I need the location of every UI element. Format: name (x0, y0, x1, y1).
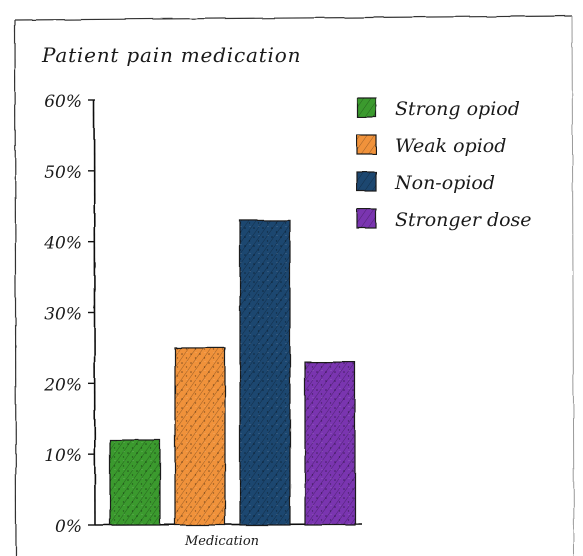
chart-frame (14, 15, 575, 556)
legend-item: Strong opiod (356, 97, 520, 120)
legend-label: Strong opiod (395, 98, 520, 120)
bar-speckle (305, 362, 355, 525)
legend-item: Stronger dose (356, 208, 532, 231)
y-tick-label: 20% (43, 375, 82, 395)
legend: Strong opiod Weak opiod Non-opiod Stronger … (356, 97, 532, 231)
legend-item: Non-opiod (356, 171, 495, 194)
y-tick-label: 50% (44, 163, 82, 183)
legend-swatch-texture (357, 209, 376, 228)
legend-swatch-texture (357, 135, 376, 154)
bar (174, 347, 226, 526)
x-axis-label: Medication (184, 534, 259, 549)
legend-item: Weak opiod (356, 134, 506, 157)
y-tick-label: 40% (43, 234, 82, 254)
bar-speckle (240, 220, 290, 525)
bar-group (109, 219, 356, 526)
legend-swatch-texture (357, 172, 376, 191)
y-tick-label: 60% (44, 92, 82, 112)
legend-label: Non-opiod (394, 172, 495, 194)
y-tick-label: 30% (44, 305, 82, 325)
bar (304, 361, 356, 526)
y-tick-label: 10% (44, 446, 82, 466)
legend-swatch-texture (357, 98, 376, 117)
bar-speckle (175, 347, 225, 525)
bar (109, 439, 161, 526)
chart-title: Patient pain medication (41, 43, 301, 67)
y-tick-label: 0% (55, 517, 82, 537)
bar (239, 219, 291, 526)
bar-speckle (110, 440, 160, 525)
y-axis-ticks: 0% 10% 20% 30% 40% 50% 60% (43, 92, 95, 537)
legend-label: Stronger dose (395, 209, 532, 231)
legend-label: Weak opiod (395, 135, 506, 157)
